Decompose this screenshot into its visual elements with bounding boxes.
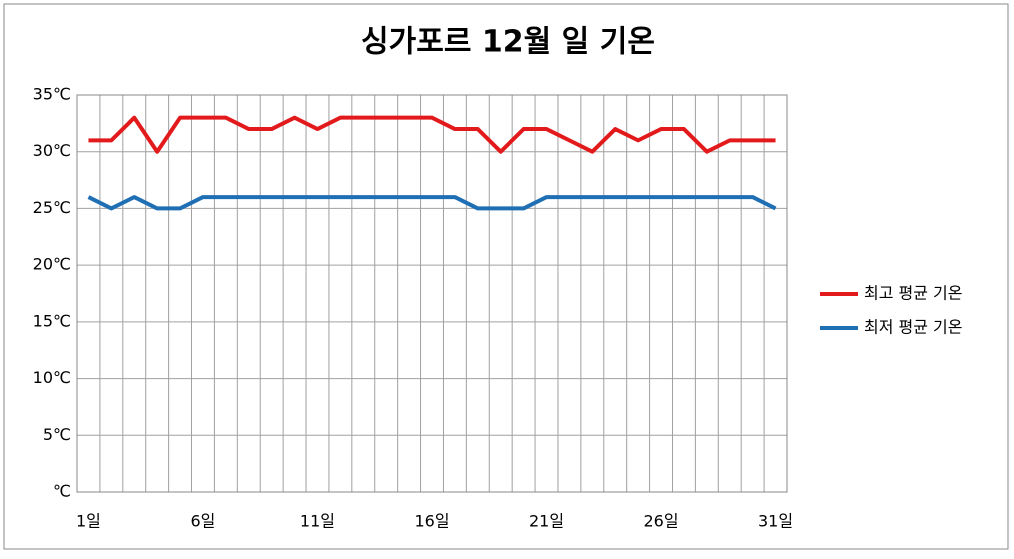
y-tick-label: ℃: [53, 482, 71, 501]
series-line: [88, 115, 776, 154]
y-tick-label: 30℃: [33, 141, 71, 160]
y-tick-label: 35℃: [33, 85, 71, 104]
x-tick-label: 26일: [643, 512, 678, 531]
y-tick-label: 20℃: [33, 255, 71, 274]
y-tick-label: 15℃: [33, 311, 71, 330]
chart-border: [3, 3, 1009, 550]
y-tick-label: 10℃: [33, 368, 71, 387]
x-tick-label: 1일: [76, 512, 101, 531]
y-tick-label: 5℃: [43, 425, 71, 444]
legend-label: 최저 평균 기온: [864, 318, 963, 337]
y-tick-label: 25℃: [33, 198, 71, 217]
x-tick-label: 16일: [414, 512, 449, 531]
x-tick-label: 21일: [529, 512, 564, 531]
plot-border: [76, 94, 788, 493]
chart-title: 싱가포르 12월 일 기온: [361, 25, 655, 60]
x-tick-label: 11일: [300, 512, 335, 531]
x-tick-label: 31일: [758, 512, 793, 531]
x-tick-label: 6일: [191, 512, 216, 531]
legend-label: 최고 평균 기온: [864, 284, 963, 303]
series-line: [87, 195, 777, 211]
